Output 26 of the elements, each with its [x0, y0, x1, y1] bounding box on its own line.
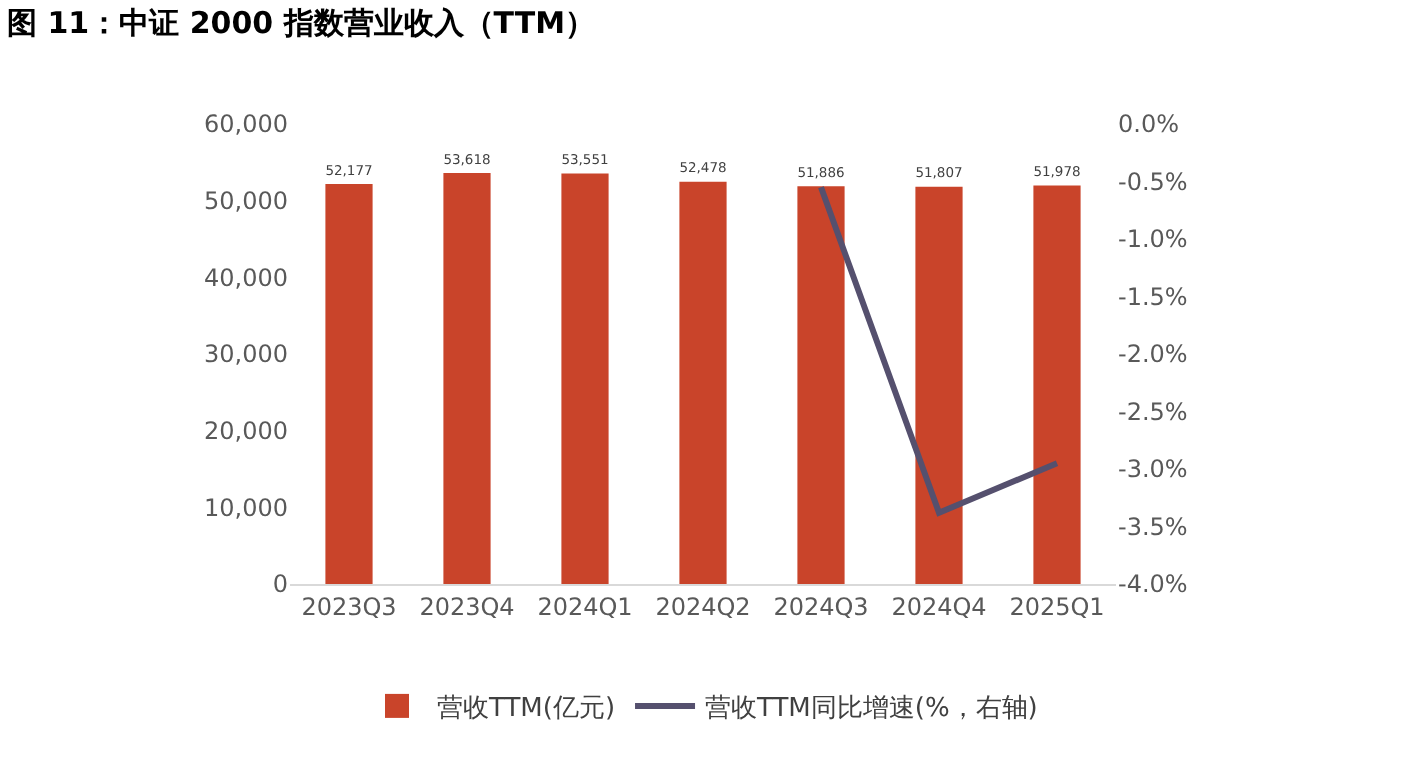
- x-tick-label: 2023Q4: [419, 592, 515, 621]
- y2-tick-label: 0.0%: [1118, 110, 1179, 139]
- x-tick-label: 2024Q3: [773, 592, 869, 621]
- y2-tick-label: -3.5%: [1118, 512, 1188, 541]
- y2-tick-label: -2.5%: [1118, 397, 1188, 426]
- y-tick-label: 0: [272, 570, 288, 599]
- x-tick-label: 2024Q1: [537, 592, 633, 621]
- x-tick-label: 2025Q1: [1009, 592, 1105, 621]
- y2-tick-label: -1.5%: [1118, 282, 1188, 311]
- y-tick-label: 10,000: [204, 493, 288, 522]
- x-tick-label: 2023Q3: [301, 592, 397, 621]
- y2-tick-label: -1.0%: [1118, 225, 1188, 254]
- y-tick-label: 60,000: [204, 110, 288, 139]
- legend-label: 营收TTM同比增速(%，右轴): [705, 694, 1038, 725]
- y-tick-label: 20,000: [204, 417, 288, 446]
- y2-tick-label: -0.5%: [1118, 167, 1188, 196]
- y2-tick-label: -4.0%: [1118, 570, 1188, 599]
- x-tick-label: 2024Q2: [655, 592, 751, 621]
- y2-tick-label: -3.0%: [1118, 455, 1188, 484]
- y-tick-label: 50,000: [204, 187, 288, 216]
- chart-title: 图 11：中证 2000 指数营业收入（TTM）: [7, 4, 596, 41]
- y2-tick-label: -2.0%: [1118, 340, 1188, 369]
- legend-label: 营收TTM(亿元): [437, 694, 616, 725]
- y-tick-label: 40,000: [204, 263, 288, 292]
- x-tick-label: 2024Q4: [891, 592, 987, 621]
- y-tick-label: 30,000: [204, 340, 288, 369]
